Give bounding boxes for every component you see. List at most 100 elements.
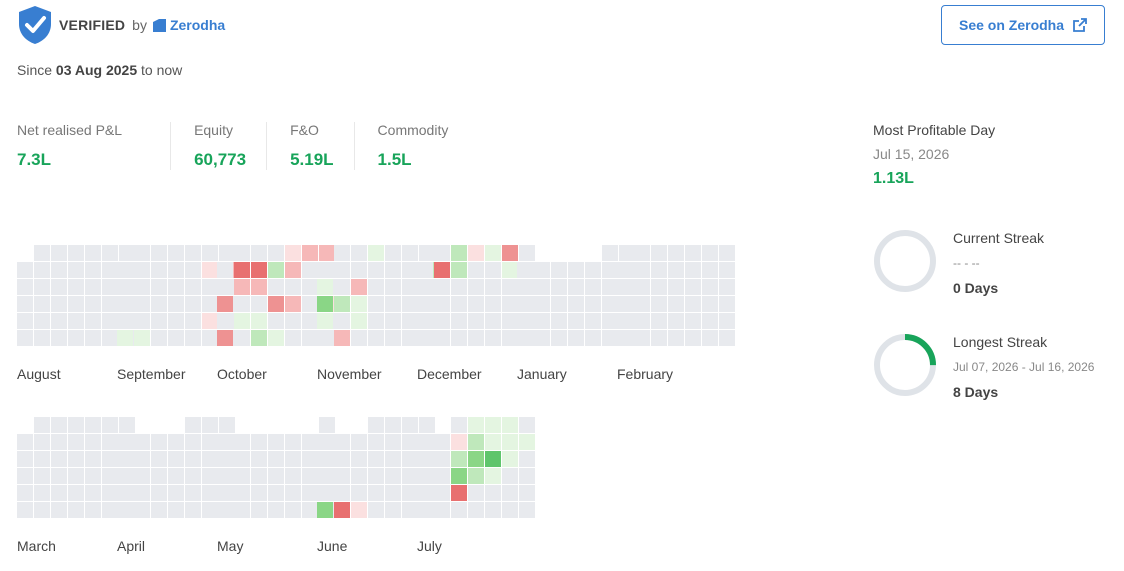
day-cell[interactable] (502, 451, 518, 467)
day-cell[interactable] (251, 502, 267, 518)
day-cell[interactable] (17, 485, 33, 501)
day-cell[interactable] (402, 245, 418, 261)
day-cell[interactable] (502, 502, 518, 518)
day-cell[interactable] (334, 330, 350, 346)
day-cell[interactable] (334, 451, 350, 467)
day-cell[interactable] (368, 245, 384, 261)
day-cell[interactable] (251, 485, 267, 501)
day-cell[interactable] (685, 245, 701, 261)
day-cell[interactable] (217, 262, 233, 278)
day-cell[interactable] (634, 313, 650, 329)
day-cell[interactable] (85, 468, 101, 484)
day-cell[interactable] (68, 330, 84, 346)
day-cell[interactable] (368, 434, 384, 450)
day-cell[interactable] (385, 502, 401, 518)
day-cell[interactable] (302, 434, 318, 450)
day-cell[interactable] (68, 502, 84, 518)
day-cell[interactable] (402, 485, 418, 501)
day-cell[interactable] (417, 330, 433, 346)
day-cell[interactable] (234, 279, 250, 295)
day-cell[interactable] (468, 245, 484, 261)
day-cell[interactable] (302, 262, 318, 278)
day-cell[interactable] (568, 330, 584, 346)
day-cell[interactable] (419, 245, 435, 261)
day-cell[interactable] (134, 451, 150, 467)
day-cell[interactable] (51, 434, 67, 450)
day-cell[interactable] (268, 313, 284, 329)
day-cell[interactable] (151, 313, 167, 329)
day-cell[interactable] (151, 502, 167, 518)
day-cell[interactable] (102, 417, 118, 433)
day-cell[interactable] (417, 451, 433, 467)
day-cell[interactable] (302, 468, 318, 484)
day-cell[interactable] (17, 296, 33, 312)
day-cell[interactable] (68, 279, 84, 295)
day-cell[interactable] (217, 296, 233, 312)
day-cell[interactable] (485, 262, 501, 278)
day-cell[interactable] (34, 417, 50, 433)
day-cell[interactable] (451, 434, 467, 450)
day-cell[interactable] (151, 262, 167, 278)
day-cell[interactable] (217, 313, 233, 329)
day-cell[interactable] (402, 313, 418, 329)
day-cell[interactable] (502, 296, 518, 312)
day-cell[interactable] (317, 468, 333, 484)
day-cell[interactable] (351, 313, 367, 329)
day-cell[interactable] (251, 468, 267, 484)
day-cell[interactable] (468, 417, 484, 433)
day-cell[interactable] (668, 245, 684, 261)
day-cell[interactable] (419, 417, 435, 433)
day-cell[interactable] (34, 434, 50, 450)
day-cell[interactable] (619, 245, 635, 261)
day-cell[interactable] (517, 330, 533, 346)
day-cell[interactable] (551, 296, 567, 312)
day-cell[interactable] (334, 279, 350, 295)
day-cell[interactable] (217, 330, 233, 346)
day-cell[interactable] (34, 279, 50, 295)
day-cell[interactable] (102, 502, 118, 518)
day-cell[interactable] (368, 279, 384, 295)
day-cell[interactable] (702, 279, 718, 295)
day-cell[interactable] (334, 245, 350, 261)
day-cell[interactable] (668, 330, 684, 346)
day-cell[interactable] (602, 245, 618, 261)
day-cell[interactable] (34, 296, 50, 312)
day-cell[interactable] (117, 434, 133, 450)
day-cell[interactable] (285, 330, 301, 346)
day-cell[interactable] (68, 434, 84, 450)
day-cell[interactable] (202, 502, 218, 518)
day-cell[interactable] (134, 279, 150, 295)
day-cell[interactable] (351, 296, 367, 312)
day-cell[interactable] (719, 296, 735, 312)
day-cell[interactable] (268, 262, 284, 278)
day-cell[interactable] (334, 502, 350, 518)
day-cell[interactable] (685, 313, 701, 329)
day-cell[interactable] (417, 296, 433, 312)
day-cell[interactable] (168, 313, 184, 329)
day-cell[interactable] (217, 468, 233, 484)
day-cell[interactable] (117, 451, 133, 467)
day-cell[interactable] (617, 279, 633, 295)
day-cell[interactable] (385, 262, 401, 278)
day-cell[interactable] (602, 313, 618, 329)
day-cell[interactable] (602, 279, 618, 295)
day-cell[interactable] (185, 245, 201, 261)
day-cell[interactable] (351, 434, 367, 450)
day-cell[interactable] (485, 502, 501, 518)
day-cell[interactable] (17, 502, 33, 518)
day-cell[interactable] (151, 468, 167, 484)
day-cell[interactable] (534, 296, 550, 312)
day-cell[interactable] (251, 434, 267, 450)
day-cell[interactable] (102, 262, 118, 278)
day-cell[interactable] (468, 313, 484, 329)
day-cell[interactable] (319, 245, 335, 261)
day-cell[interactable] (451, 468, 467, 484)
day-cell[interactable] (385, 279, 401, 295)
day-cell[interactable] (168, 296, 184, 312)
day-cell[interactable] (434, 451, 450, 467)
day-cell[interactable] (102, 434, 118, 450)
day-cell[interactable] (602, 262, 618, 278)
day-cell[interactable] (417, 434, 433, 450)
day-cell[interactable] (317, 485, 333, 501)
day-cell[interactable] (302, 245, 318, 261)
